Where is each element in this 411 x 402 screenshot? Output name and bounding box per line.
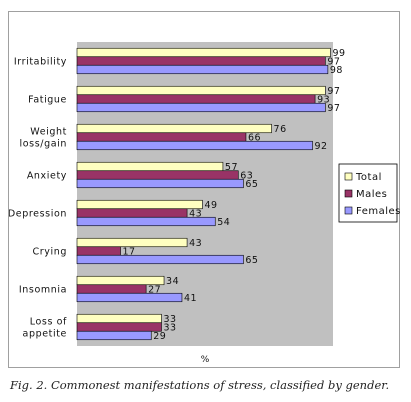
category-label-line: Depression (9, 209, 67, 220)
data-label-total-6: 43 (189, 238, 202, 249)
category-label-8: Loss of appetite (23, 317, 68, 340)
legend-label-total: Total (355, 172, 382, 183)
data-label-total-8: 33 (163, 314, 176, 325)
x-axis-unit-label: % (201, 355, 210, 365)
data-label-females-4: 65 (245, 179, 258, 190)
category-label-line: Insomnia (19, 285, 67, 296)
bar-total-5 (76, 199, 203, 210)
bar-females-7 (76, 292, 183, 303)
bar-females-2 (76, 102, 326, 113)
bar-females-6 (76, 254, 244, 265)
category-label-2: Fatigue (28, 95, 67, 106)
data-label-total-2: 97 (327, 86, 340, 97)
bar-males-1 (76, 56, 326, 66)
category-label-7: Insomnia (19, 285, 67, 296)
data-label-males-2: 93 (317, 94, 330, 105)
chart-frame: 99 97 98 Irritability 97 93 97 Fatigue 76 66 92 Wei… (8, 11, 400, 368)
data-label-females-3: 92 (315, 141, 328, 152)
data-label-females-7: 41 (184, 293, 197, 304)
category-label-line: loss/gain (20, 139, 67, 150)
data-label-total-3: 76 (274, 124, 287, 135)
labels-layer: 999798Irritability979397Fatigue766692Wei… (9, 48, 345, 342)
bar-total-1 (76, 47, 331, 58)
data-label-females-1: 98 (330, 65, 343, 76)
category-label-6: Crying (33, 247, 67, 258)
category-label-line: Weight (30, 127, 67, 138)
bar-females-5 (76, 216, 216, 227)
data-label-males-1: 97 (327, 56, 340, 67)
data-label-males-3: 66 (248, 132, 261, 143)
bar-males-8 (76, 322, 162, 332)
legend-swatch-males (344, 189, 353, 198)
data-label-males-4: 63 (240, 170, 253, 181)
bars-layer (76, 47, 331, 341)
category-label-4: Anxiety (27, 171, 67, 182)
bar-total-6 (76, 237, 188, 248)
category-label-5: Depression (9, 209, 67, 220)
bar-chart: 999798Irritability979397Fatigue766692Wei… (9, 42, 401, 365)
bar-males-3 (76, 132, 247, 142)
category-label-1: Irritability (14, 57, 67, 68)
category-label-line: Loss of (30, 317, 67, 328)
legend: Total Males Females (338, 163, 401, 223)
data-label-total-5: 49 (204, 200, 217, 211)
data-label-total-4: 57 (225, 162, 238, 173)
figure-caption: Fig. 2. Commonest manifestations of stre… (10, 378, 390, 392)
bar-males-6 (76, 246, 121, 256)
data-label-total-1: 99 (332, 48, 345, 59)
category-label-line: appetite (23, 329, 67, 340)
legend-label-females: Females (356, 206, 401, 217)
bar-males-2 (76, 94, 316, 104)
data-label-females-6: 65 (245, 255, 258, 266)
bar-total-3 (76, 123, 272, 134)
bar-total-4 (76, 161, 224, 172)
data-label-females-5: 54 (217, 217, 230, 228)
data-label-males-7: 27 (148, 284, 161, 295)
bar-males-4 (76, 170, 239, 180)
bar-total-2 (76, 85, 326, 96)
legend-swatch-total (344, 172, 353, 181)
legend-label-males: Males (356, 189, 387, 200)
data-label-males-5: 43 (189, 208, 202, 219)
data-label-total-7: 34 (166, 276, 179, 287)
data-label-females-2: 97 (327, 103, 340, 114)
bar-females-1 (76, 64, 329, 75)
bar-males-5 (76, 208, 188, 218)
data-label-males-8: 33 (163, 322, 176, 333)
legend-swatch-females (344, 206, 353, 215)
category-label-line: Anxiety (27, 171, 67, 182)
category-label-line: Irritability (14, 57, 67, 68)
bar-total-8 (76, 313, 162, 324)
bar-males-7 (76, 284, 147, 294)
bar-females-4 (76, 178, 244, 189)
category-label-line: Fatigue (28, 95, 67, 106)
data-label-females-8: 29 (153, 331, 166, 342)
data-label-males-6: 17 (123, 246, 136, 257)
category-label-3: Weight loss/gain (20, 127, 67, 150)
bar-females-8 (76, 330, 152, 341)
category-label-line: Crying (33, 247, 67, 258)
bar-females-3 (76, 140, 313, 151)
